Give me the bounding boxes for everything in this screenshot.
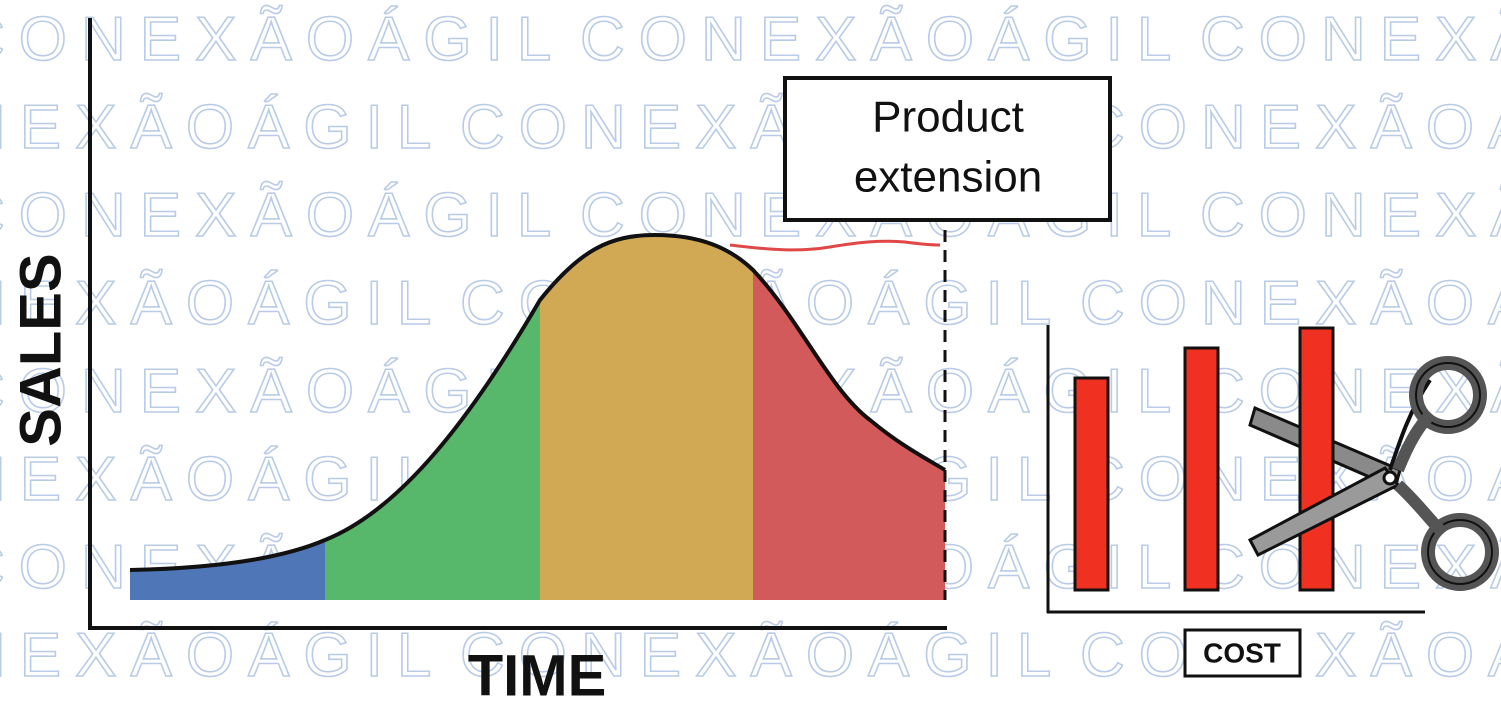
watermark-text: CONEXÃOÁGIL — [0, 181, 565, 250]
watermark-text: CONEXÃOÁGIL — [0, 357, 565, 426]
cost-label-box — [1183, 628, 1302, 678]
watermark-text: CONEXÃOÁGIL — [0, 5, 565, 74]
callout-box — [783, 76, 1112, 222]
watermark-text: CONEXÃOÁGIL — [0, 445, 445, 514]
watermark-text: CONEXÃOÁGIL — [460, 621, 1065, 690]
watermark-text: CONEXÃOÁGIL — [580, 5, 1185, 74]
stage-maturity — [540, 235, 753, 600]
watermark-text: CONEXÃOÁGIL — [1200, 533, 1501, 602]
x-axis-label: TIME — [468, 643, 607, 703]
cost-bar — [1298, 326, 1335, 592]
watermark-text: CONEXÃOÁGIL — [1080, 93, 1501, 162]
cost-bar — [1183, 346, 1220, 592]
watermark: CONEXÃOÁGILCONEXÃOÁGILCONEXÃOÁGILCONEXÃO… — [0, 4, 1501, 691]
watermark-text: CONEXÃOÁGIL — [0, 621, 445, 690]
callout-text: Product — [872, 93, 1024, 142]
sales-curve — [129, 232, 947, 572]
cost-label: COST — [1203, 637, 1281, 668]
watermark-text: CONEXÃOÁGIL — [1200, 5, 1501, 74]
watermark-text: CONEXÃOÁGIL — [0, 93, 445, 162]
scissors — [1247, 356, 1499, 591]
callout-text: extension — [854, 153, 1042, 202]
y-axis-label: SALES — [8, 253, 73, 446]
watermark-text: CONEXÃOÁGIL — [1080, 445, 1501, 514]
watermark-text: CONEXÃOÁGIL — [1080, 269, 1501, 338]
extension-curve — [729, 239, 941, 252]
watermark-text: CONEXÃOÁGIL — [1200, 181, 1501, 250]
watermark-text: CONEXÃOÁGIL — [0, 269, 445, 338]
cost-bar — [1073, 376, 1110, 592]
